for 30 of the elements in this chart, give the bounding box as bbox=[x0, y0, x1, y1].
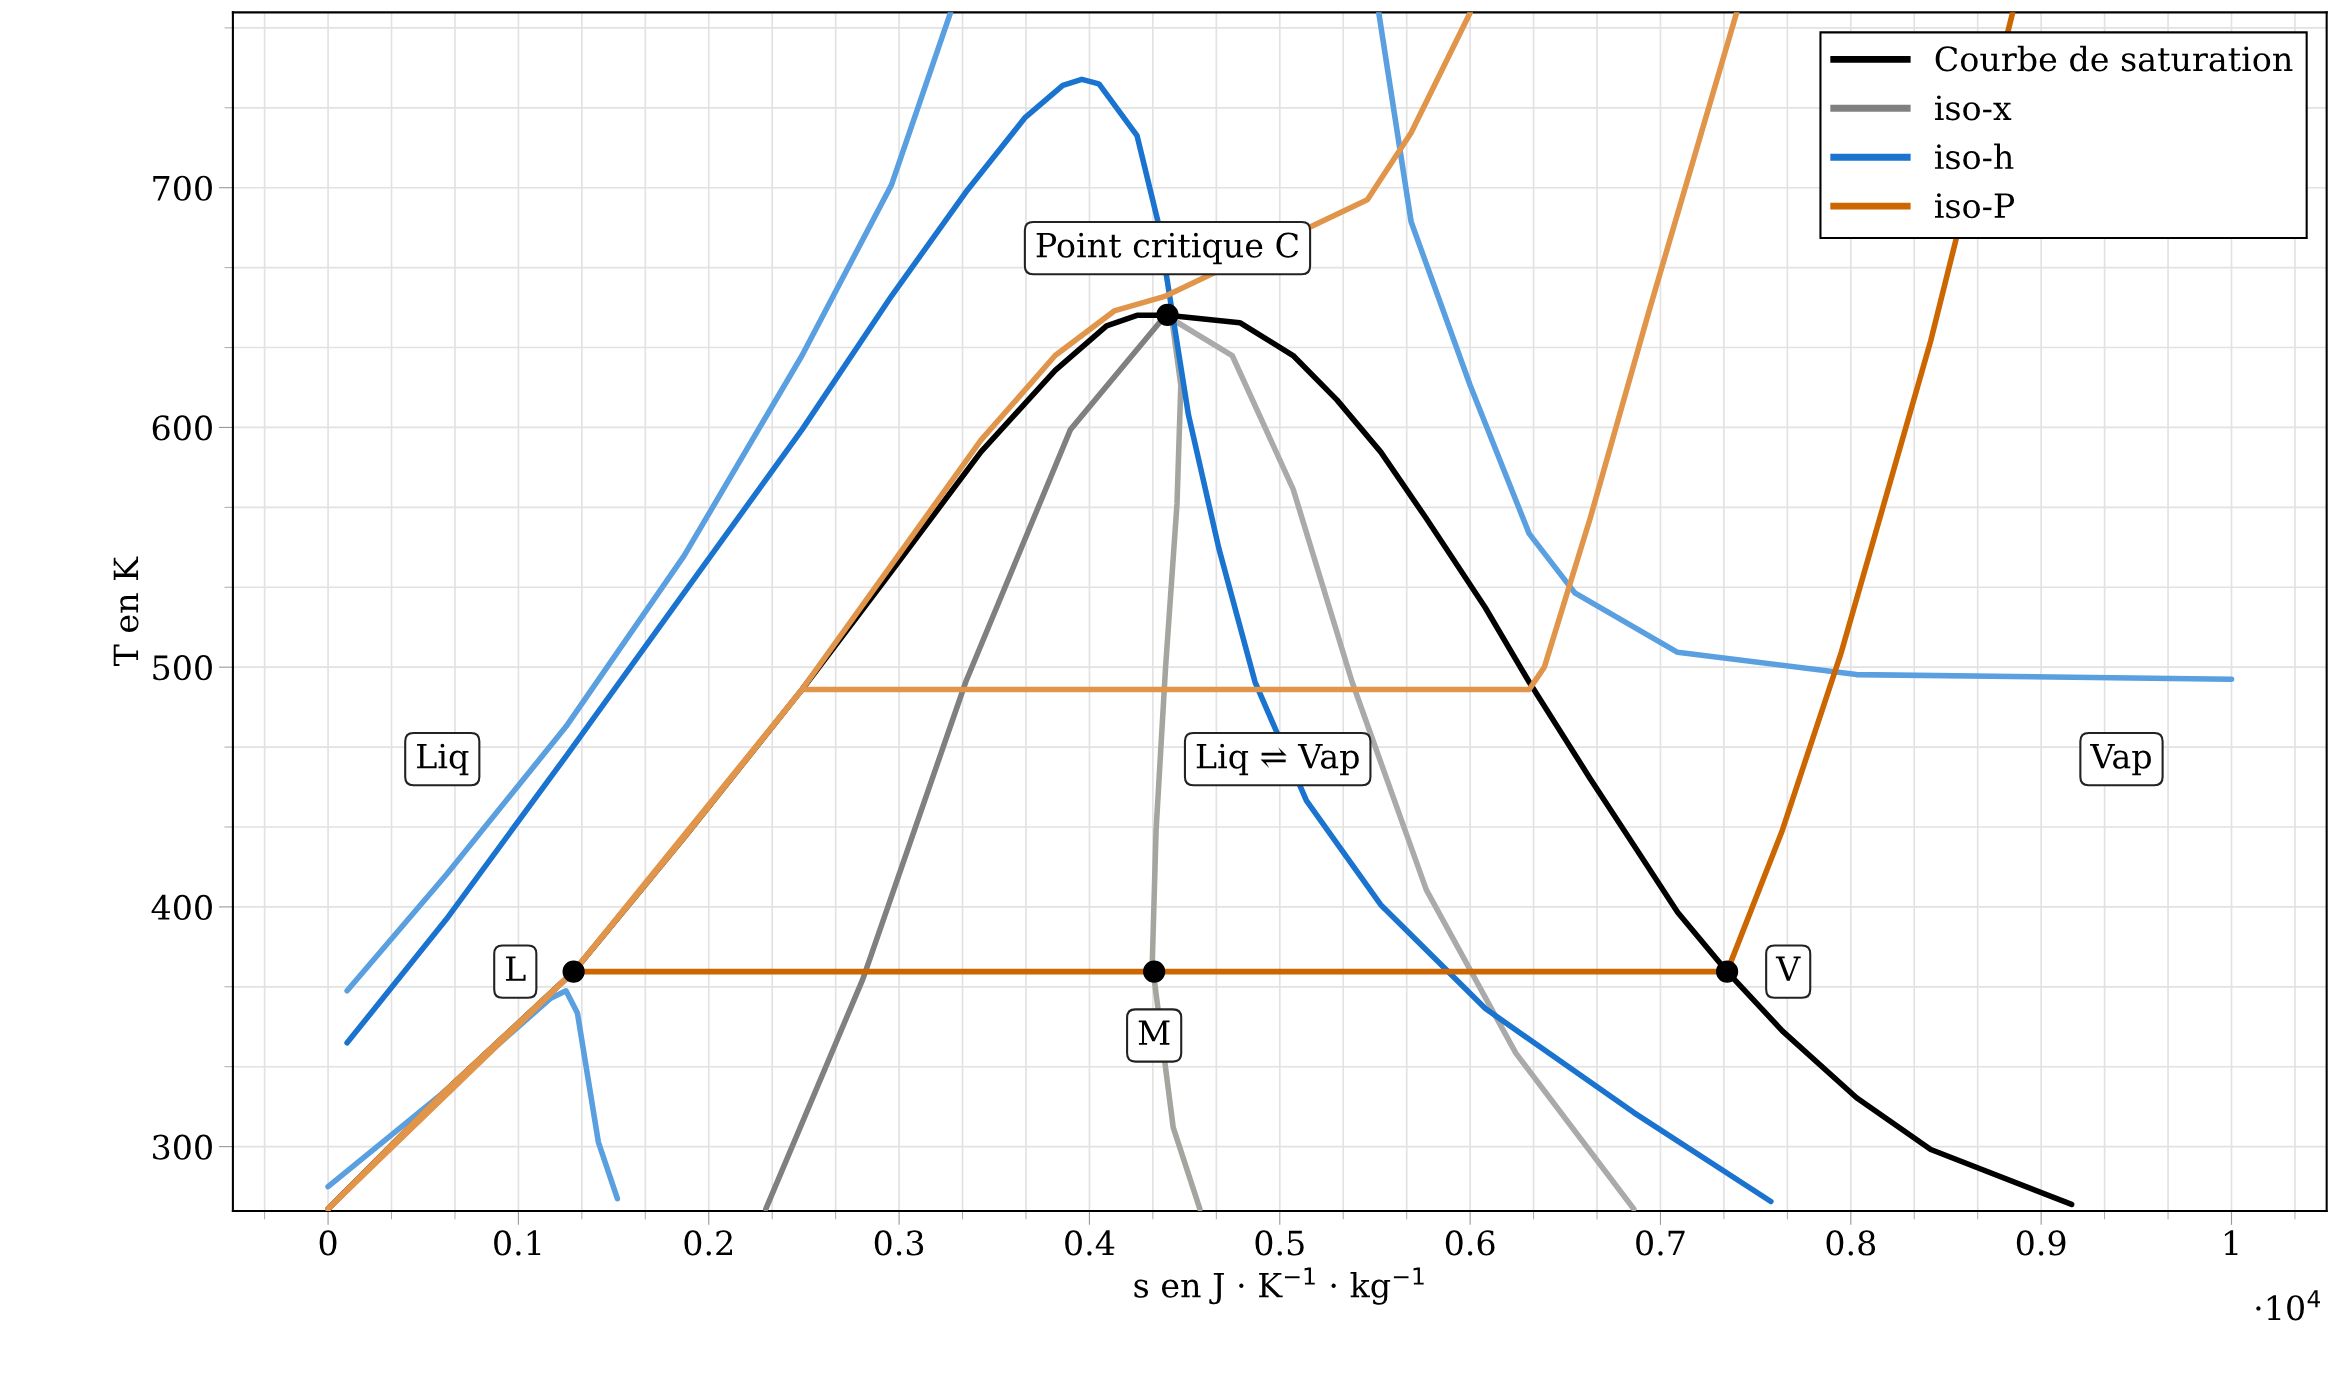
text: ·10$^{4}$ bbox=[2256, 1290, 2321, 1321]
legend-label: iso-x bbox=[1935, 95, 2012, 121]
y-tick-label: 500 bbox=[153, 655, 212, 681]
legend-label: Courbe de saturation bbox=[1935, 45, 2293, 72]
x-axis-title: s en J · K$^{−1}$ · kg$^{−1}$ bbox=[1134, 1267, 1424, 1305]
annotation: V bbox=[1775, 956, 1801, 981]
x-tick-label: 0.9 bbox=[2016, 1230, 2066, 1256]
x-tick-label: 0.3 bbox=[874, 1230, 924, 1256]
x-tick-label: 0.4 bbox=[1065, 1230, 1115, 1256]
annotation: Point critique C bbox=[1036, 232, 1299, 265]
x-tick-label: 0.8 bbox=[1826, 1230, 1876, 1256]
y-tick-label: 400 bbox=[151, 894, 212, 921]
y-tick-label: 700 bbox=[153, 175, 212, 201]
annotation: L bbox=[506, 956, 526, 981]
x-tick-label: 0.2 bbox=[684, 1230, 732, 1256]
y-tick-label: 300 bbox=[153, 1134, 212, 1160]
legend-label: iso-P bbox=[1935, 193, 2015, 219]
y-axis-title: T en K bbox=[113, 556, 139, 667]
x-tick-label: 0.7 bbox=[1636, 1230, 1685, 1256]
y-tick-label: 600 bbox=[152, 415, 212, 441]
x-tick-label: 0.1 bbox=[494, 1230, 541, 1256]
x-tick-label: 0.5 bbox=[1255, 1230, 1304, 1256]
x-tick-label: 0 bbox=[319, 1230, 337, 1256]
annotation: M bbox=[1138, 1020, 1170, 1045]
x-tick-label: 1 bbox=[2224, 1230, 2238, 1256]
annotation: Liq bbox=[417, 743, 469, 776]
annotation: Vap bbox=[2090, 744, 2151, 776]
x-tick-label: 0.6 bbox=[1445, 1230, 1495, 1256]
annotation: Liq ⇌ Vap bbox=[1196, 743, 1359, 776]
legend-label: iso-h bbox=[1935, 143, 2014, 170]
